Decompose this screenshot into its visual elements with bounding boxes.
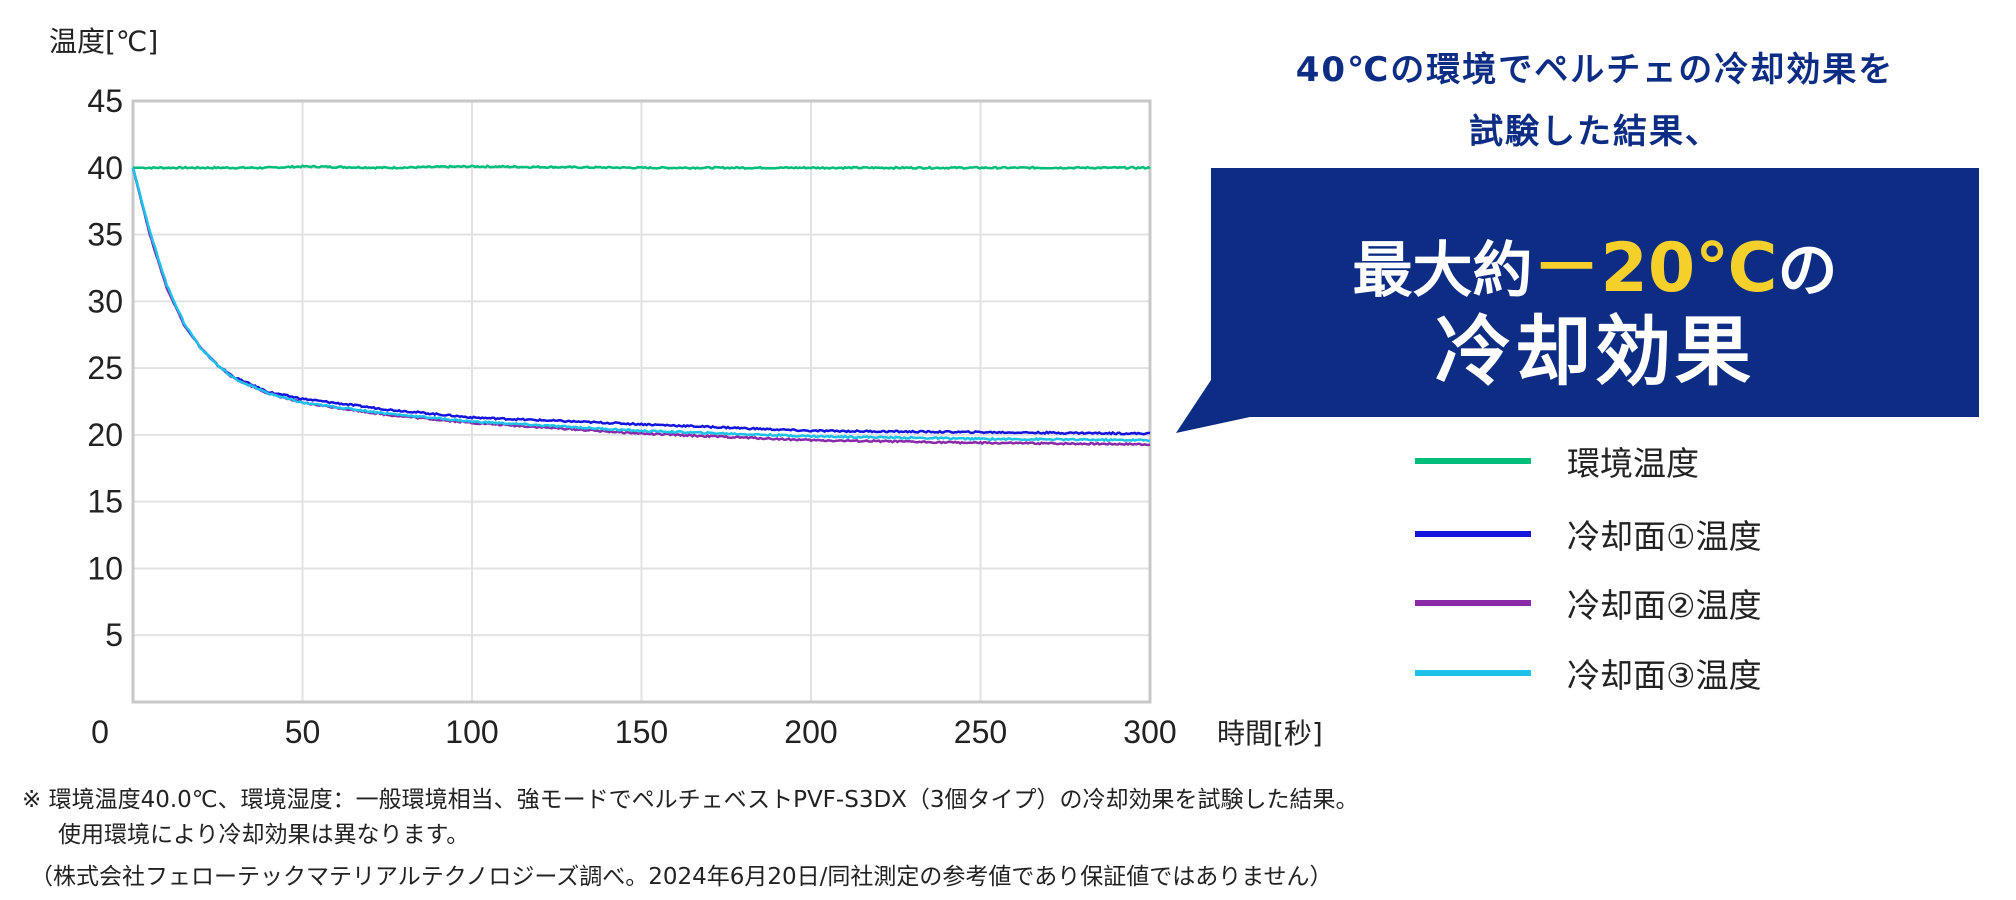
- legend-label: 冷却面②温度: [1567, 586, 1762, 625]
- callout-suffix: の: [1777, 236, 1838, 306]
- legend-item: 環境温度: [1415, 441, 1699, 483]
- y-tick-label: 35: [87, 217, 123, 253]
- y-tick-label: 40: [87, 150, 123, 186]
- x-tick-label: 150: [615, 714, 668, 750]
- x-tick-label: 0: [91, 714, 109, 750]
- x-tick-label: 200: [784, 714, 837, 750]
- series-line-1: [133, 164, 1151, 171]
- callout-box: [1176, 168, 1979, 433]
- legend-swatch: [1415, 458, 1531, 464]
- y-tick-label: 10: [87, 550, 123, 586]
- footnote-line1: ※ 環境温度40.0℃、環境湿度：一般環境相当、強モードでペルチェベストPVF-…: [22, 787, 1359, 813]
- series-line-4: [131, 167, 1151, 443]
- x-tick-label: 250: [954, 714, 1007, 750]
- callout-subheadline: 冷却効果: [1435, 307, 1755, 396]
- plot-frame: [131, 99, 1152, 704]
- footnote-line3: （株式会社フェローテックマテリアルテクノロジーズ調べ。2024年6月20日/同社…: [30, 864, 1333, 890]
- legend-swatch: [1415, 600, 1531, 606]
- legend-label: 冷却面③温度: [1567, 656, 1762, 695]
- series-line-2: [131, 167, 1151, 436]
- callout-shape: [1176, 168, 1979, 433]
- footnote-line2: 使用環境により冷却効果は異なります。: [58, 822, 470, 848]
- y-tick-label: 20: [87, 417, 123, 453]
- x-tick-label: 300: [1123, 714, 1176, 750]
- callout-headline: 最大約－20℃の: [1211, 212, 1979, 311]
- y-axis-label: 温度[℃]: [49, 25, 159, 58]
- y-tick-label: 25: [87, 350, 123, 386]
- x-tick-label: 100: [445, 714, 498, 750]
- legend-swatch: [1415, 670, 1531, 676]
- y-tick-label: 5: [105, 617, 123, 653]
- y-tick-label: 45: [87, 83, 123, 119]
- y-tick-label: 15: [87, 484, 123, 520]
- callout-prefix: 最大約: [1352, 236, 1533, 306]
- legend-swatch: [1415, 531, 1531, 537]
- legend-label: 環境温度: [1567, 444, 1699, 483]
- callout-value: －20℃: [1532, 229, 1778, 308]
- headline-line1: 40℃の環境でペルチェの冷却効果を: [1295, 50, 1895, 90]
- legend-item: 冷却面①温度: [1415, 514, 1762, 556]
- legend-item: 冷却面③温度: [1415, 653, 1762, 695]
- legend-label: 冷却面①温度: [1567, 517, 1762, 556]
- legend-item: 冷却面②温度: [1415, 583, 1762, 625]
- temperature-chart: 0 50 100 150 200 250 300 5 10 15 20 25 30 35 40 45: [87, 83, 1176, 750]
- headline-line2: 試験した結果、: [1469, 112, 1721, 152]
- x-axis-label: 時間[秒]: [1217, 717, 1323, 750]
- x-tick-label: 50: [285, 714, 321, 750]
- y-tick-label: 30: [87, 283, 123, 319]
